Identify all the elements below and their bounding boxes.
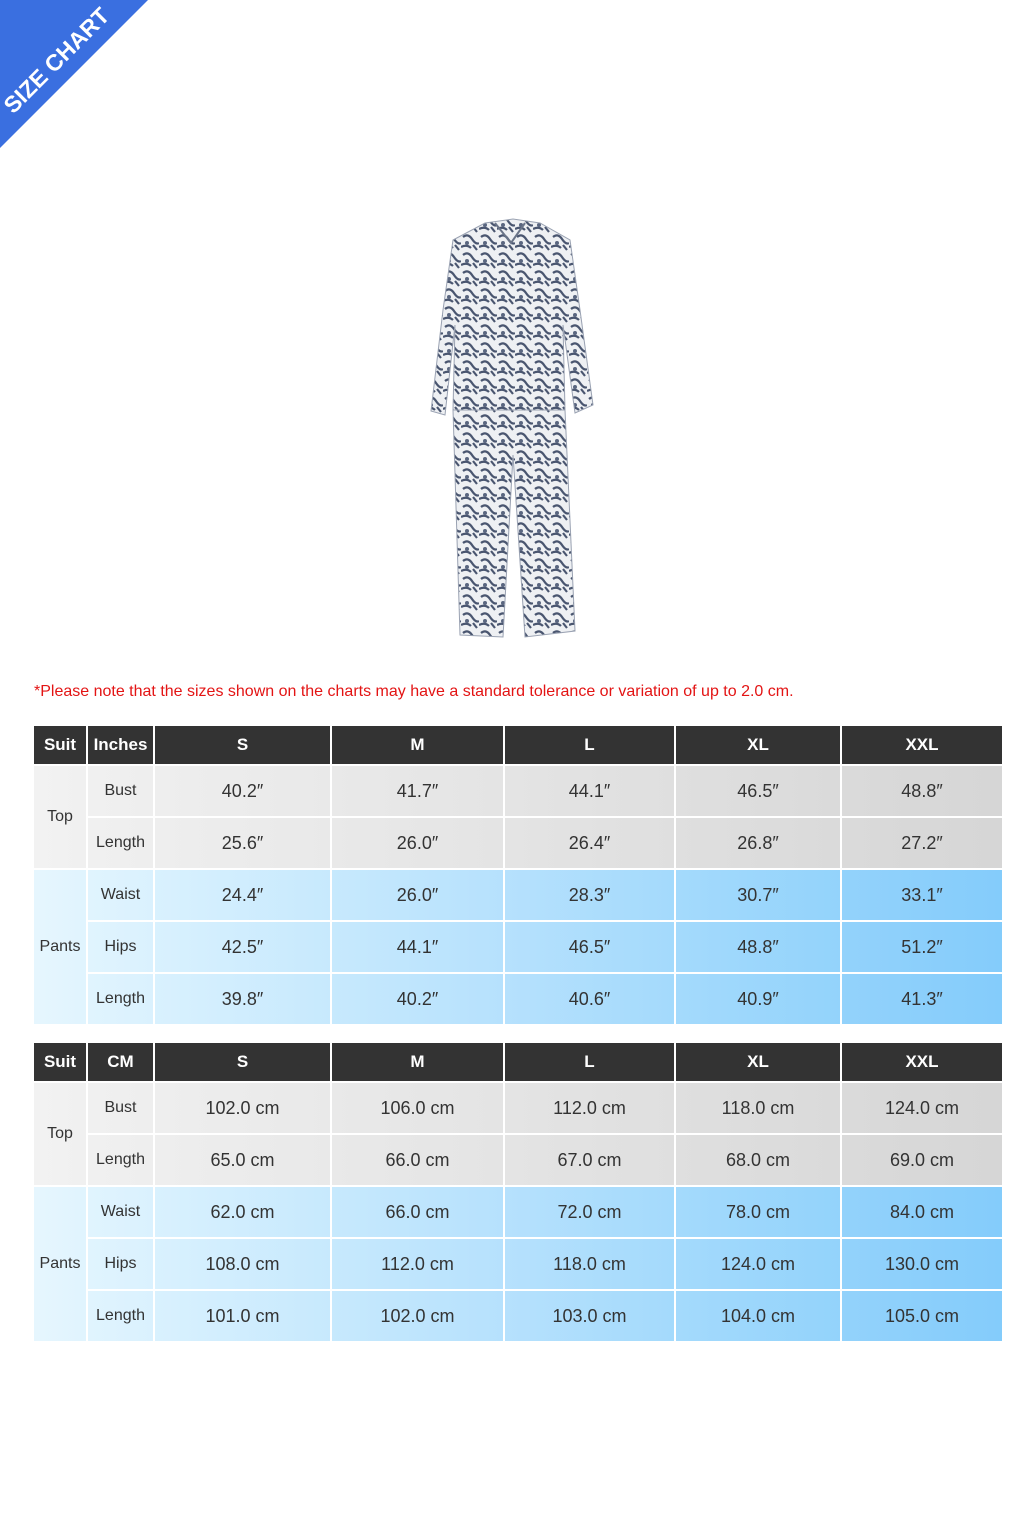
size-value-cell: 78.0 cm <box>676 1187 840 1237</box>
size-value-cell: 25.6″ <box>155 818 330 868</box>
header-row: Suit CM S M L XL XXL <box>34 1043 1002 1081</box>
size-value-cell: 103.0 cm <box>505 1291 674 1341</box>
size-value-cell: 28.3″ <box>505 870 674 920</box>
measure-label: Waist <box>88 1187 153 1237</box>
group-label: Pants <box>34 1187 86 1341</box>
size-value-cell: 33.1″ <box>842 870 1002 920</box>
group-label: Top <box>34 1083 86 1185</box>
size-value-cell: 101.0 cm <box>155 1291 330 1341</box>
size-value-cell: 72.0 cm <box>505 1187 674 1237</box>
table-row: Pants Waist 24.4″ 26.0″ 28.3″ 30.7″ 33.1″ <box>34 870 1002 1024</box>
size-value-cell: 104.0 cm <box>676 1291 840 1341</box>
size-value-cell: 40.9″ <box>676 974 840 1024</box>
measure-label: Length <box>88 818 153 868</box>
header-row: Suit Inches S M L XL XXL <box>34 726 1002 764</box>
size-value-cell: 130.0 cm <box>842 1239 1002 1289</box>
table-row: Top Bust 40.2″ 41.7″ 44.1″ 46.5″ 48.8″ <box>34 766 1002 868</box>
size-value-cell: 48.8″ <box>676 922 840 972</box>
size-value-cell: 41.3″ <box>842 974 1002 1024</box>
size-table-inches: Suit Inches S M L XL XXL Top Bust 40.2″ 41.7″ 44.1″… <box>32 724 1004 1026</box>
size-table-cm: Suit CM S M L XL XXL Top Bust 102.0 cm 106.0 cm 112… <box>32 1041 1004 1343</box>
group-label: Top <box>34 766 86 868</box>
column-header: S <box>155 726 330 764</box>
size-value-cell: 69.0 cm <box>842 1135 1002 1185</box>
size-value-cell: 41.7″ <box>332 766 503 816</box>
table-row: Length 65.0 cm 66.0 cm 67.0 cm 68.0 cm 69.0 c… <box>34 1135 1002 1185</box>
size-value-cell: 65.0 cm <box>155 1135 330 1185</box>
column-header: XXL <box>842 726 1002 764</box>
size-value-cell: 44.1″ <box>505 766 674 816</box>
column-header: XL <box>676 1043 840 1081</box>
column-header: L <box>505 1043 674 1081</box>
measure-label: Length <box>88 1291 153 1341</box>
table-row: Hips 108.0 cm 112.0 cm 118.0 cm 124.0 cm 130.… <box>34 1239 1002 1289</box>
size-value-cell: 108.0 cm <box>155 1239 330 1289</box>
size-value-cell: 44.1″ <box>332 922 503 972</box>
column-header: L <box>505 726 674 764</box>
size-value-cell: 26.0″ <box>332 870 503 920</box>
size-value-cell: 68.0 cm <box>676 1135 840 1185</box>
size-value-cell: 118.0 cm <box>676 1083 840 1133</box>
column-header: XXL <box>842 1043 1002 1081</box>
column-header: M <box>332 1043 503 1081</box>
column-header: XL <box>676 726 840 764</box>
size-value-cell: 46.5″ <box>676 766 840 816</box>
table-row: Length 39.8″ 40.2″ 40.6″ 40.9″ 41.3″ <box>34 974 1002 1024</box>
size-value-cell: 27.2″ <box>842 818 1002 868</box>
size-value-cell: 124.0 cm <box>842 1083 1002 1133</box>
size-value-cell: 48.8″ <box>842 766 1002 816</box>
size-value-cell: 46.5″ <box>505 922 674 972</box>
size-value-cell: 105.0 cm <box>842 1291 1002 1341</box>
column-header: Suit <box>34 1043 86 1081</box>
size-value-cell: 112.0 cm <box>505 1083 674 1133</box>
size-value-cell: 26.4″ <box>505 818 674 868</box>
size-value-cell: 62.0 cm <box>155 1187 330 1237</box>
size-value-cell: 102.0 cm <box>155 1083 330 1133</box>
size-value-cell: 51.2″ <box>842 922 1002 972</box>
size-value-cell: 106.0 cm <box>332 1083 503 1133</box>
measure-label: Length <box>88 974 153 1024</box>
tolerance-note: *Please note that the sizes shown on the… <box>34 683 794 700</box>
table-row: Length 101.0 cm 102.0 cm 103.0 cm 104.0 cm 10… <box>34 1291 1002 1341</box>
size-value-cell: 102.0 cm <box>332 1291 503 1341</box>
group-label: Pants <box>34 870 86 1024</box>
measure-label: Hips <box>88 1239 153 1289</box>
table-row: Length 25.6″ 26.0″ 26.4″ 26.8″ 27.2″ <box>34 818 1002 868</box>
size-value-cell: 84.0 cm <box>842 1187 1002 1237</box>
size-value-cell: 24.4″ <box>155 870 330 920</box>
size-value-cell: 40.2″ <box>332 974 503 1024</box>
table-row: Top Bust 102.0 cm 106.0 cm 112.0 cm 118.0 cm 1… <box>34 1083 1002 1185</box>
size-value-cell: 66.0 cm <box>332 1187 503 1237</box>
measure-label: Length <box>88 1135 153 1185</box>
size-value-cell: 112.0 cm <box>332 1239 503 1289</box>
table-row: Pants Waist 62.0 cm 66.0 cm 72.0 cm 78.0 cm 84… <box>34 1187 1002 1341</box>
size-value-cell: 66.0 cm <box>332 1135 503 1185</box>
size-value-cell: 26.0″ <box>332 818 503 868</box>
size-value-cell: 118.0 cm <box>505 1239 674 1289</box>
size-value-cell: 67.0 cm <box>505 1135 674 1185</box>
column-header: CM <box>88 1043 153 1081</box>
measure-label: Waist <box>88 870 153 920</box>
column-header: Inches <box>88 726 153 764</box>
size-value-cell: 124.0 cm <box>676 1239 840 1289</box>
size-value-cell: 30.7″ <box>676 870 840 920</box>
size-value-cell: 40.6″ <box>505 974 674 1024</box>
size-value-cell: 39.8″ <box>155 974 330 1024</box>
column-header: M <box>332 726 503 764</box>
size-value-cell: 42.5″ <box>155 922 330 972</box>
size-value-cell: 26.8″ <box>676 818 840 868</box>
measure-label: Bust <box>88 766 153 816</box>
table-row: Hips 42.5″ 44.1″ 46.5″ 48.8″ 51.2″ <box>34 922 1002 972</box>
measure-label: Bust <box>88 1083 153 1133</box>
measure-label: Hips <box>88 922 153 972</box>
column-header: Suit <box>34 726 86 764</box>
pajama-set-product-image <box>430 218 594 638</box>
column-header: S <box>155 1043 330 1081</box>
size-value-cell: 40.2″ <box>155 766 330 816</box>
size-chart-banner: SIZE CHART <box>0 0 148 148</box>
